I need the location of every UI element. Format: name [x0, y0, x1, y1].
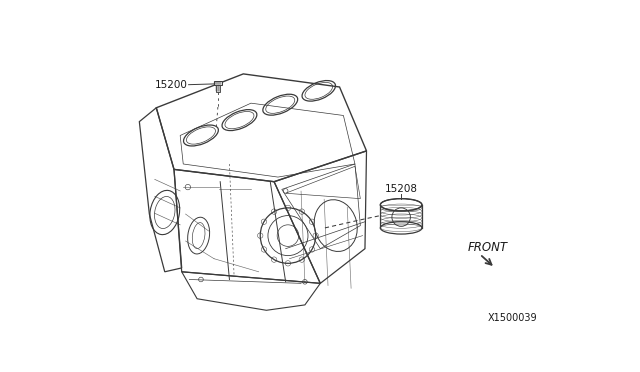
Text: 15208: 15208 [385, 184, 418, 194]
Text: FRONT: FRONT [468, 241, 508, 254]
FancyBboxPatch shape [216, 85, 220, 92]
Text: 15200: 15200 [155, 80, 188, 90]
FancyBboxPatch shape [214, 81, 221, 85]
Text: X1500039: X1500039 [488, 313, 538, 323]
